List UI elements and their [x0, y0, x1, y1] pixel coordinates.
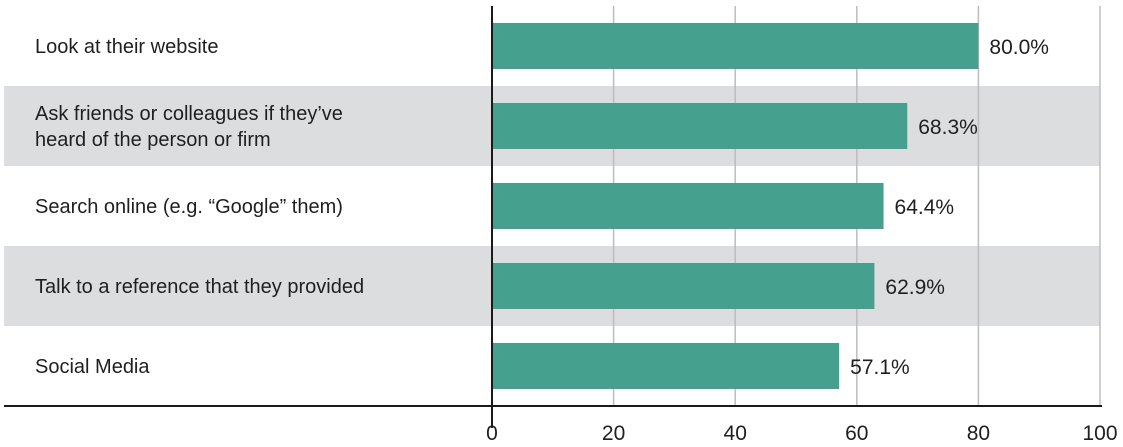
x-tick-label-100: 100 — [1082, 422, 1117, 445]
bar-3 — [492, 183, 884, 229]
x-tick-labels: 0 20 40 60 80 100 — [486, 422, 1117, 445]
category-label-3: Search online (e.g. “Google” them) — [35, 196, 343, 218]
value-label-5: 57.1% — [850, 356, 910, 379]
category-labels: Look at their website Ask friends or coll… — [35, 36, 364, 378]
x-tick-label-20: 20 — [602, 422, 625, 445]
value-label-1: 80.0% — [989, 36, 1049, 59]
category-label-line: Ask friends or colleagues if they’ve — [35, 103, 343, 125]
bar-1 — [492, 23, 979, 69]
category-label-4: Talk to a reference that they provided — [35, 276, 364, 298]
x-tick-label-0: 0 — [486, 422, 498, 445]
bar-2 — [492, 103, 908, 149]
value-label-4: 62.9% — [885, 276, 945, 299]
x-tick-label-40: 40 — [724, 422, 747, 445]
category-label-5: Social Media — [35, 356, 150, 378]
value-label-3: 64.4% — [895, 196, 955, 219]
category-label-line: Look at their website — [35, 36, 218, 58]
category-label-2: Ask friends or colleagues if they’ve hear… — [35, 103, 343, 151]
x-tick-label-60: 60 — [845, 422, 868, 445]
x-tick-label-80: 80 — [967, 422, 990, 445]
value-labels: 80.0% 68.3% 64.4% 62.9% 57.1% — [850, 36, 1049, 379]
category-label-line: Social Media — [35, 356, 150, 378]
bar-5 — [492, 343, 840, 389]
category-label-1: Look at their website — [35, 36, 218, 58]
axes — [4, 6, 1102, 428]
category-label-line: Search online (e.g. “Google” them) — [35, 196, 343, 218]
category-label-line: heard of the person or firm — [35, 129, 271, 151]
bars — [492, 23, 979, 389]
value-label-2: 68.3% — [918, 116, 978, 139]
bar-4 — [492, 263, 875, 309]
category-label-line: Talk to a reference that they provided — [35, 276, 364, 298]
